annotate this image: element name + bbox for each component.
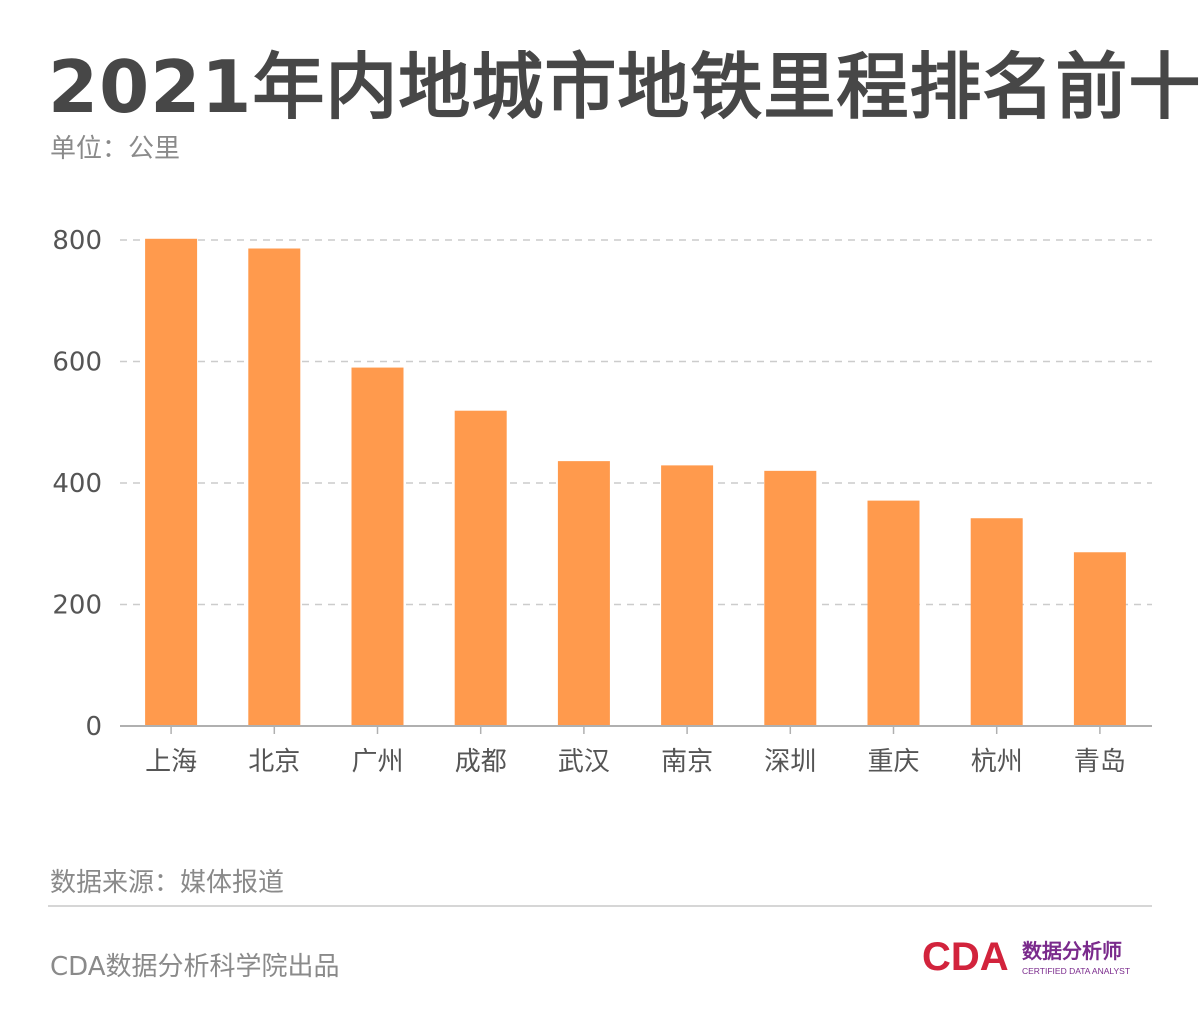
logo-en-text: CERTIFIED DATA ANALYST	[1022, 966, 1130, 976]
bar-5	[557, 461, 610, 726]
x-tick-label: 武汉	[558, 747, 610, 777]
x-tick-label: 青岛	[1074, 747, 1126, 777]
x-tick-label: 广州	[351, 747, 403, 777]
cda-logo: CDA 数据分析师 CERTIFIED DATA ANALYST	[922, 935, 1130, 979]
x-tick-label: 杭州	[971, 747, 1023, 777]
footer-divider	[48, 905, 1152, 907]
y-tick-label: 400	[52, 469, 102, 499]
tick-labels: 0 200 400 600 800 上海 北京 广州 成都 武汉 南京 深圳 重庆 杭州 青岛	[52, 226, 1126, 777]
y-tick-label: 0	[85, 712, 102, 742]
bars	[145, 238, 1126, 726]
bar-4	[454, 410, 507, 726]
bar-8	[867, 500, 920, 726]
bar-10	[1073, 552, 1126, 726]
bar-chart: 0 200 400 600 800 上海 北京 广州 成都 武汉 南京 深圳 重庆 杭州 青岛	[52, 226, 1152, 777]
bar-6	[661, 465, 714, 726]
axes	[120, 725, 1152, 734]
x-tick-label: 重庆	[867, 747, 919, 777]
x-tick-label: 上海	[145, 747, 197, 777]
bar-3	[351, 367, 404, 726]
y-tick-label: 200	[52, 591, 102, 621]
y-tick-label: 600	[52, 348, 102, 378]
logo-cn-text: 数据分析师	[1022, 939, 1122, 963]
data-source: 数据来源：媒体报道	[50, 868, 285, 898]
x-tick-label: 深圳	[764, 747, 816, 777]
unit-label: 单位：公里	[50, 134, 181, 164]
x-tick-label: 北京	[248, 747, 300, 777]
y-tick-label: 800	[52, 226, 102, 256]
x-tick-label: 南京	[661, 747, 713, 777]
bar-2	[248, 248, 301, 726]
bar-7	[764, 470, 817, 726]
logo-letters: CDA	[922, 935, 1009, 979]
x-tick-label: 成都	[455, 747, 507, 777]
bar-1	[145, 238, 198, 726]
chart-title: 2021年内地城市地铁里程排名前十	[48, 45, 1200, 129]
bar-9	[970, 518, 1023, 726]
credit-text: CDA数据分析科学院出品	[50, 952, 340, 982]
